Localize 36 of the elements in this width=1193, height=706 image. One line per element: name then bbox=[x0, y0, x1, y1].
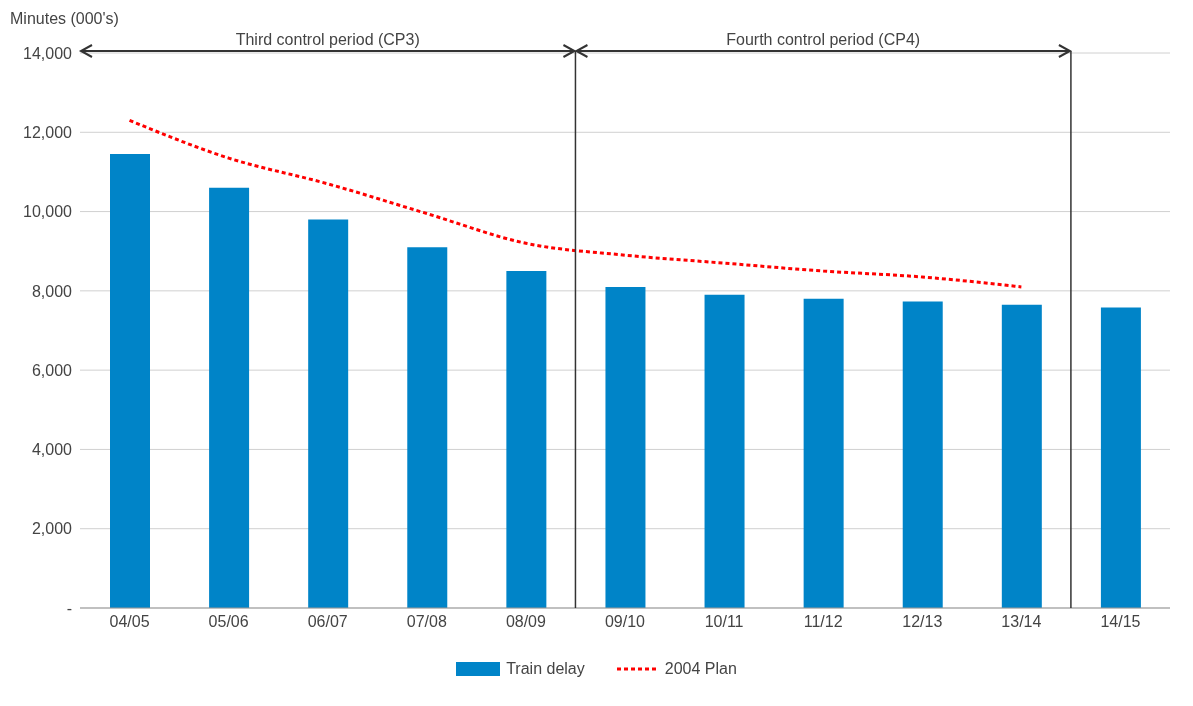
y-tick-label: 2,000 bbox=[31, 520, 73, 538]
x-tick-label: 07/08 bbox=[406, 613, 447, 631]
bar bbox=[902, 301, 943, 608]
y-tick-label: 8,000 bbox=[31, 282, 73, 300]
x-tick-label: 12/13 bbox=[902, 613, 943, 631]
bar bbox=[110, 154, 150, 608]
y-axis-title: Minutes (000's) bbox=[10, 10, 119, 28]
bar bbox=[803, 298, 844, 608]
x-tick-label: 11/12 bbox=[803, 613, 843, 631]
x-tick-label: 08/09 bbox=[505, 613, 547, 631]
x-tick-label: 06/07 bbox=[307, 613, 348, 631]
text: Third control period (CP3) bbox=[235, 31, 420, 48]
y-tick-label: 10,000 bbox=[23, 203, 73, 221]
bar bbox=[704, 294, 745, 608]
x-tick-label: 10/11 bbox=[704, 613, 744, 631]
bar bbox=[605, 286, 646, 608]
bar bbox=[308, 219, 349, 608]
text: Fourth control period (CP4) bbox=[726, 31, 921, 48]
x-tick-label: 05/06 bbox=[208, 613, 249, 631]
x-tick-label: 13/14 bbox=[1001, 613, 1042, 631]
y-tick-label: 14,000 bbox=[23, 44, 73, 62]
bar bbox=[209, 187, 250, 608]
x-tick-label: 14/15 bbox=[1100, 613, 1141, 631]
bar bbox=[407, 247, 448, 608]
y-tick-label: 6,000 bbox=[31, 361, 73, 379]
y-tick-label: 12,000 bbox=[23, 123, 73, 141]
y-tick-label: 4,000 bbox=[31, 441, 73, 459]
legend-label: 2004 Plan bbox=[664, 660, 737, 678]
x-tick-label: 09/10 bbox=[604, 613, 646, 631]
bar bbox=[506, 271, 547, 608]
line-series bbox=[128, 118, 1023, 289]
y-tick-label: - bbox=[66, 599, 72, 617]
legend-label: Train delay bbox=[506, 660, 585, 678]
bar bbox=[1100, 307, 1141, 608]
x-tick-label: 04/05 bbox=[109, 613, 150, 631]
bar bbox=[1001, 304, 1042, 608]
